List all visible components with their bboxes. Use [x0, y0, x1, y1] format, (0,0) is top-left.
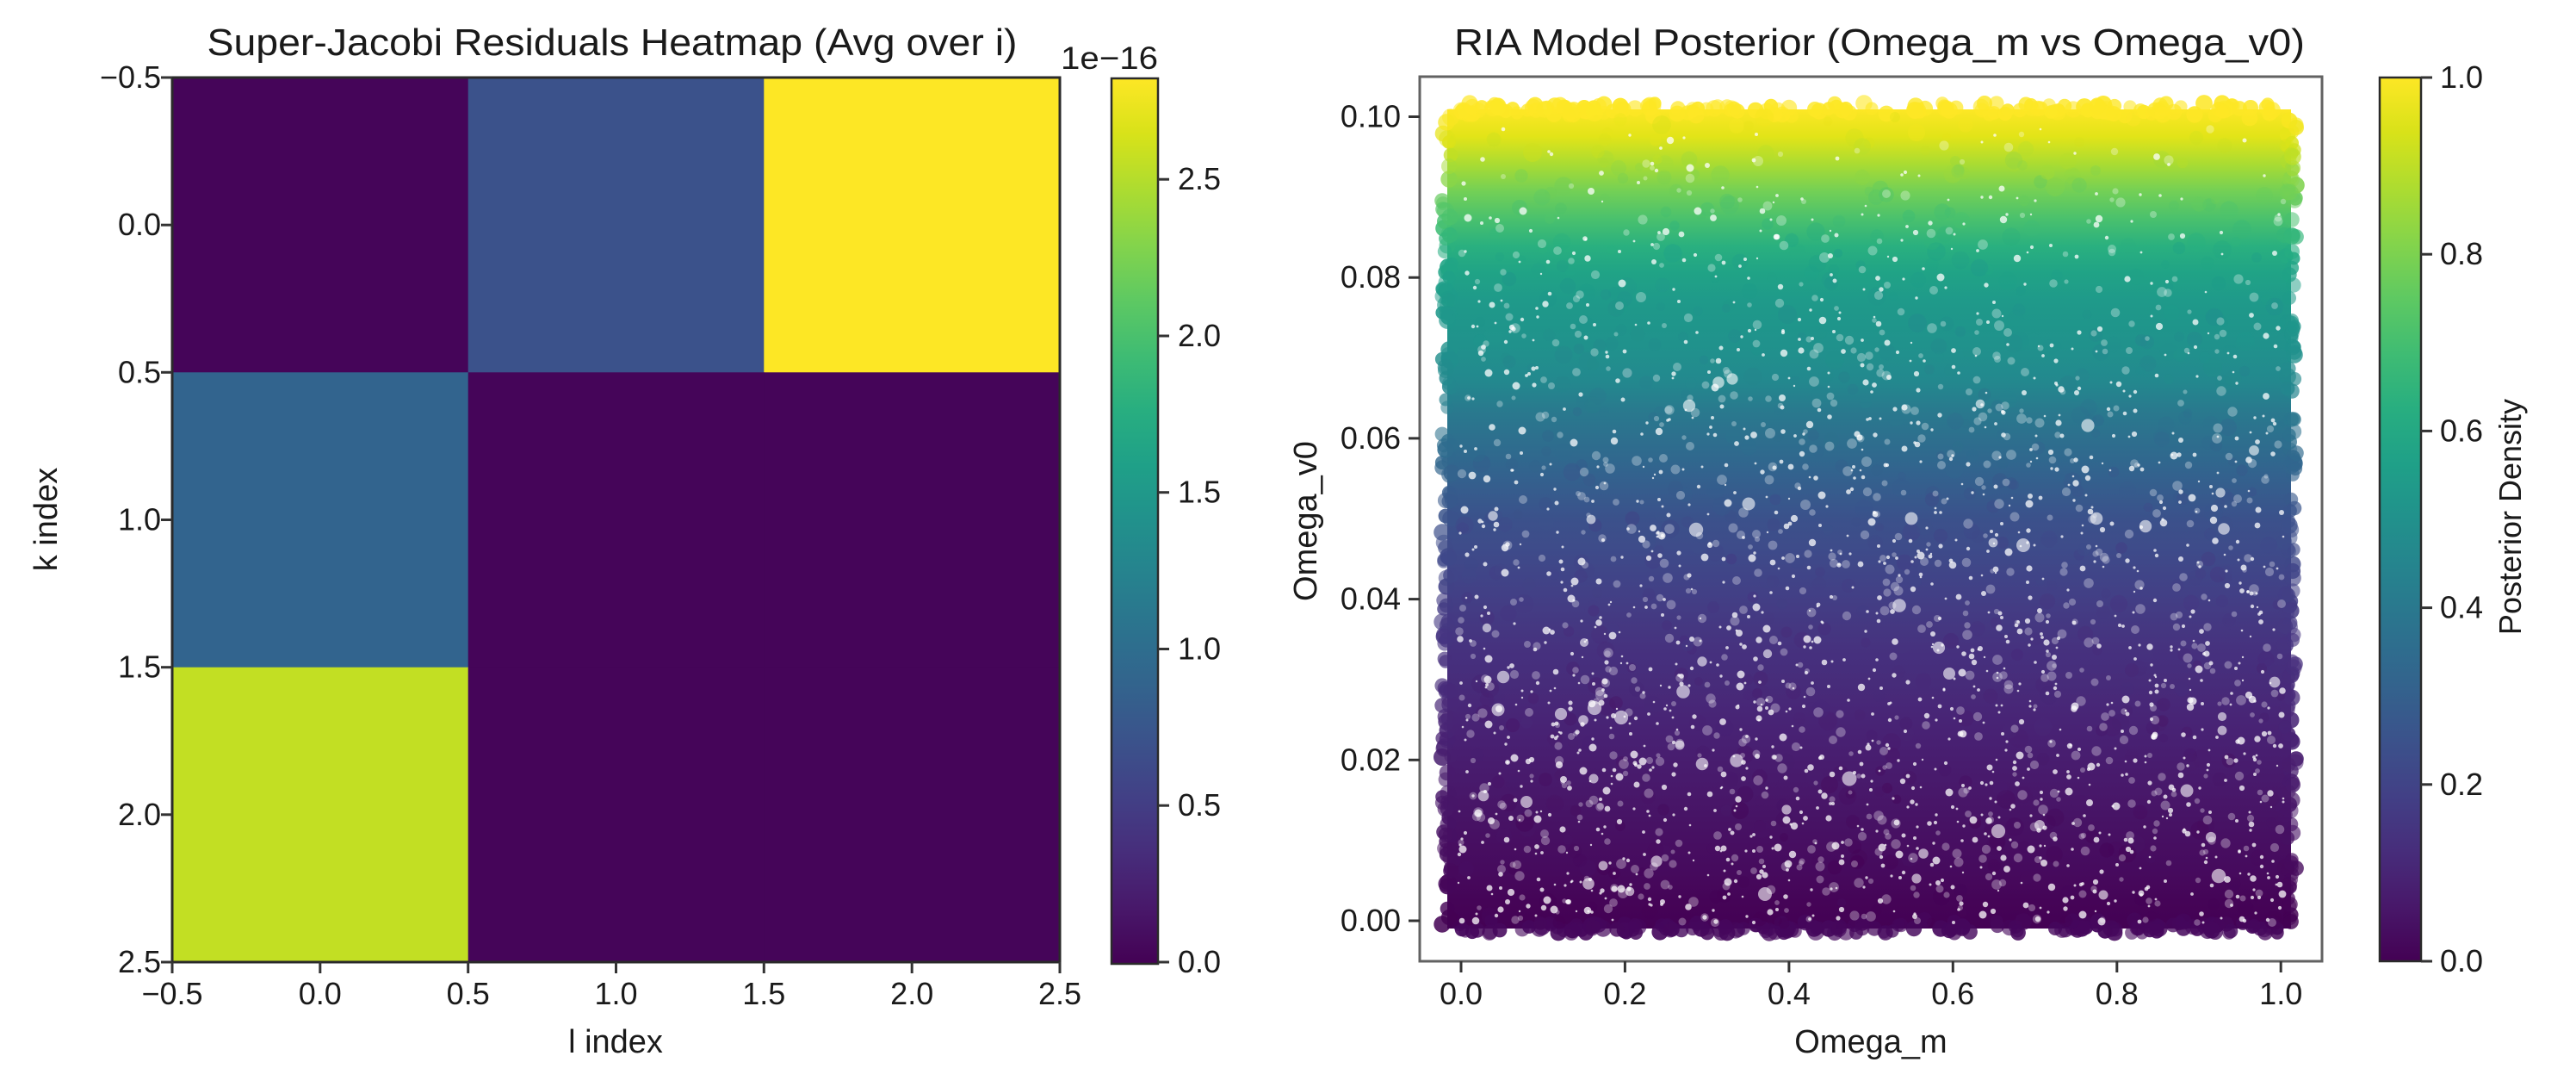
svg-text:0.8: 0.8 — [2096, 976, 2139, 1011]
svg-text:1.5: 1.5 — [1178, 475, 1221, 510]
svg-text:0.4: 0.4 — [2440, 590, 2483, 625]
svg-text:Posterior Density: Posterior Density — [2492, 399, 2528, 635]
svg-text:RIA Model Posterior (Omega_m v: RIA Model Posterior (Omega_m vs Omega_v0… — [1454, 22, 2305, 64]
svg-text:0.0: 0.0 — [118, 207, 161, 242]
svg-text:0.5: 0.5 — [447, 976, 490, 1011]
svg-text:1.0: 1.0 — [594, 976, 637, 1011]
svg-text:0.5: 0.5 — [1178, 787, 1221, 823]
svg-text:1.5: 1.5 — [118, 649, 161, 685]
svg-text:0.0: 0.0 — [1178, 944, 1221, 979]
svg-text:2.0: 2.0 — [1178, 318, 1221, 353]
svg-text:0.0: 0.0 — [1440, 976, 1483, 1011]
svg-text:0.06: 0.06 — [1341, 420, 1401, 456]
svg-text:2.0: 2.0 — [890, 976, 933, 1011]
svg-text:0.4: 0.4 — [1768, 976, 1811, 1011]
svg-text:1e−16: 1e−16 — [1061, 40, 1158, 76]
svg-text:2.5: 2.5 — [118, 944, 161, 979]
svg-text:0.2: 0.2 — [1603, 976, 1646, 1011]
svg-text:2.5: 2.5 — [1038, 976, 1081, 1011]
svg-text:2.0: 2.0 — [118, 797, 161, 832]
svg-text:1.0: 1.0 — [118, 502, 161, 537]
svg-text:Omega_m: Omega_m — [1794, 1024, 1947, 1060]
svg-text:1.5: 1.5 — [742, 976, 785, 1011]
svg-text:0.6: 0.6 — [1931, 976, 1974, 1011]
svg-text:0.0: 0.0 — [2440, 943, 2483, 978]
svg-text:0.00: 0.00 — [1341, 903, 1401, 938]
svg-text:Omega_v0: Omega_v0 — [1288, 441, 1324, 601]
svg-text:0.6: 0.6 — [2440, 413, 2483, 448]
svg-text:0.0: 0.0 — [299, 976, 342, 1011]
svg-text:l index: l index — [568, 1024, 663, 1060]
svg-text:1.0: 1.0 — [2440, 59, 2483, 95]
svg-text:0.10: 0.10 — [1341, 99, 1401, 134]
svg-text:−0.5: −0.5 — [100, 59, 161, 95]
svg-text:1.0: 1.0 — [1178, 631, 1221, 667]
svg-text:2.5: 2.5 — [1178, 161, 1221, 196]
svg-text:k index: k index — [28, 468, 65, 571]
svg-text:0.08: 0.08 — [1341, 259, 1401, 295]
svg-text:0.04: 0.04 — [1341, 581, 1401, 617]
svg-text:Super-Jacobi Residuals Heatmap: Super-Jacobi Residuals Heatmap (Avg over… — [207, 22, 1018, 64]
svg-text:1.0: 1.0 — [2259, 976, 2302, 1011]
svg-text:0.2: 0.2 — [2440, 767, 2483, 802]
svg-text:−0.5: −0.5 — [141, 976, 202, 1011]
svg-text:0.8: 0.8 — [2440, 236, 2483, 271]
svg-text:0.5: 0.5 — [118, 354, 161, 389]
svg-text:0.02: 0.02 — [1341, 742, 1401, 777]
